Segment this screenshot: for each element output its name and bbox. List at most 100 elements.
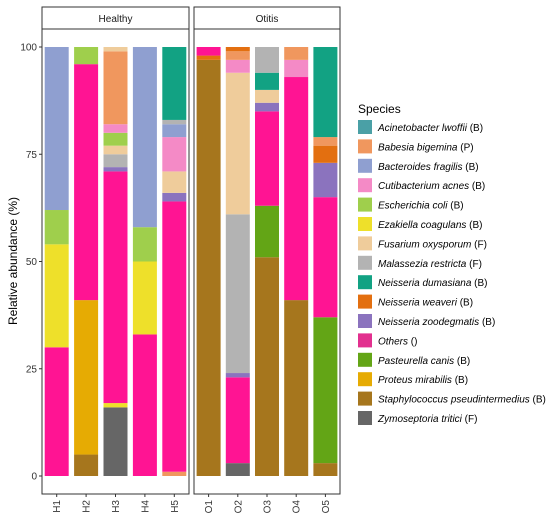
bar-H4 <box>132 47 157 476</box>
legend-species-tag: (B) <box>462 162 478 173</box>
legend-species-name: Cutibacterium acnes <box>378 181 469 192</box>
y-tick-label-75: 75 <box>26 150 38 161</box>
bar-segment-O5-1 <box>313 317 338 464</box>
legend-key-12 <box>358 352 372 367</box>
bar-segment-H5-3 <box>162 171 187 193</box>
legend-item-4: Escherichia coli (B) <box>358 197 464 212</box>
facet-strip-otitis: Otitis <box>193 6 341 30</box>
legend-label-13: Proteus mirabilis (B) <box>378 375 468 386</box>
legend-label-1: Babesia bigemina (P) <box>378 142 474 153</box>
legend-item-3: Cutibacterium acnes (B) <box>358 178 485 193</box>
facet-title-healthy: Healthy <box>99 14 133 25</box>
legend-key-10 <box>358 314 372 328</box>
bar-segment-H1-2 <box>44 210 69 245</box>
bar-segment-O5-2 <box>313 197 338 318</box>
legend-key-2 <box>358 158 372 173</box>
bar-H2 <box>74 47 99 476</box>
legend-item-14: Staphylococcus pseudintermedius (B) <box>358 391 546 406</box>
legend-species-name: Malassezia restricta <box>378 259 467 270</box>
legend-item-9: Neisseria weaveri (B) <box>358 294 473 309</box>
legend-species-name: Pasteurella canis <box>378 356 454 367</box>
bar-segment-O4-2 <box>284 59 309 78</box>
legend-key-9 <box>358 294 372 309</box>
bar-segment-O2-1 <box>225 377 250 464</box>
bar-segment-H4-3 <box>132 47 157 228</box>
bar-segment-O5-5 <box>313 137 338 146</box>
legend-key-15 <box>358 411 372 425</box>
bar-segment-O3-6 <box>255 47 279 73</box>
bar-segment-H3-3 <box>103 167 128 172</box>
bar-segment-O2-6 <box>225 51 250 60</box>
bar-H5 <box>162 47 187 476</box>
bar-segment-O3-0 <box>255 257 279 476</box>
legend-item-1: Babesia bigemina (P) <box>358 139 474 154</box>
legend-key-8 <box>358 275 372 290</box>
legend-label-9: Neisseria weaveri (B) <box>378 298 473 309</box>
legend-species-name: Escherichia coli <box>378 201 448 212</box>
legend-key-6 <box>358 236 372 251</box>
legend-label-15: Zymoseptoria tritici (F) <box>377 414 477 425</box>
bar-segment-H5-4 <box>162 137 187 172</box>
legend-species-tag: (B) <box>469 181 485 192</box>
bar-segment-O4-1 <box>284 77 309 301</box>
legend-label-10: Neisseria zoodegmatis (B) <box>378 317 495 328</box>
legend-label-6: Fusarium oxysporum (F) <box>378 239 487 250</box>
y-tick-label-100: 100 <box>20 43 37 54</box>
bar-segment-O2-2 <box>225 373 250 378</box>
legend-item-12: Pasteurella canis (B) <box>358 352 470 367</box>
bar-segment-O1-1 <box>196 55 221 60</box>
legend-species-name: Others <box>378 336 408 347</box>
x-tick-label-H1: H1 <box>52 500 63 513</box>
bar-segment-H2-1 <box>74 300 99 455</box>
bar-segment-H3-8 <box>103 51 128 125</box>
bar-segment-O5-6 <box>313 47 338 138</box>
bar-segment-O3-4 <box>255 89 279 103</box>
legend-key-13 <box>358 372 372 387</box>
bar-segment-H3-5 <box>103 145 128 155</box>
bar-segment-O5-0 <box>313 463 338 476</box>
x-tick-label-O5: O5 <box>321 500 332 514</box>
legend-title: Species <box>358 102 401 116</box>
bar-segment-O4-0 <box>284 300 309 476</box>
bar-segment-H5-1 <box>162 201 187 472</box>
bar-segment-H1-1 <box>44 244 69 348</box>
bar-segment-H4-1 <box>132 261 157 335</box>
legend-species-name: Fusarium oxysporum <box>378 239 471 250</box>
bar-segment-H2-0 <box>74 454 99 476</box>
legend-species-tag: (F) <box>466 259 482 270</box>
bar-segment-H5-5 <box>162 124 187 138</box>
bar-segment-H5-2 <box>162 192 187 202</box>
legend-item-7: Malassezia restricta (F) <box>358 255 482 270</box>
bar-segment-H3-1 <box>103 403 128 408</box>
x-tick-label-O1: O1 <box>204 500 215 514</box>
legend-key-1 <box>358 139 372 154</box>
bar-segment-H4-2 <box>132 227 157 262</box>
legend-species-tag: (B) <box>454 356 470 367</box>
legend-key-7 <box>358 255 372 270</box>
legend-species-tag: () <box>408 336 417 347</box>
legend-label-3: Cutibacterium acnes (B) <box>378 181 485 192</box>
x-tick-label-H5: H5 <box>170 500 181 513</box>
legend-key-4 <box>358 197 372 212</box>
legend-species-tag: (B) <box>457 298 473 309</box>
legend-species-tag: (B) <box>452 375 468 386</box>
legend-key-5 <box>358 217 372 231</box>
bar-segment-O2-5 <box>225 59 250 73</box>
bar-layer <box>44 47 338 477</box>
legend-item-0: Acinetobacter lwoffii (B) <box>358 120 483 134</box>
bar-segment-O3-2 <box>255 111 279 206</box>
x-tick-label-O4: O4 <box>292 500 303 514</box>
x-tick-label-H4: H4 <box>140 500 151 513</box>
legend-label-14: Staphylococcus pseudintermedius (B) <box>378 395 546 406</box>
legend-label-7: Malassezia restricta (F) <box>378 259 482 270</box>
x-tick-label-H2: H2 <box>82 500 93 513</box>
legend-species-name: Babesia bigemina <box>378 142 458 153</box>
legend-species-name: Ezakiella coagulans <box>378 220 466 231</box>
bar-segment-H5-0 <box>162 471 187 476</box>
bar-segment-O2-0 <box>225 463 250 476</box>
legend-species-name: Neisseria weaveri <box>378 298 458 309</box>
bar-segment-H3-7 <box>103 124 128 133</box>
y-tick-label-25: 25 <box>26 364 38 375</box>
y-axis-title: Relative abundance (%) <box>6 197 20 325</box>
bar-segment-H3-2 <box>103 171 128 404</box>
